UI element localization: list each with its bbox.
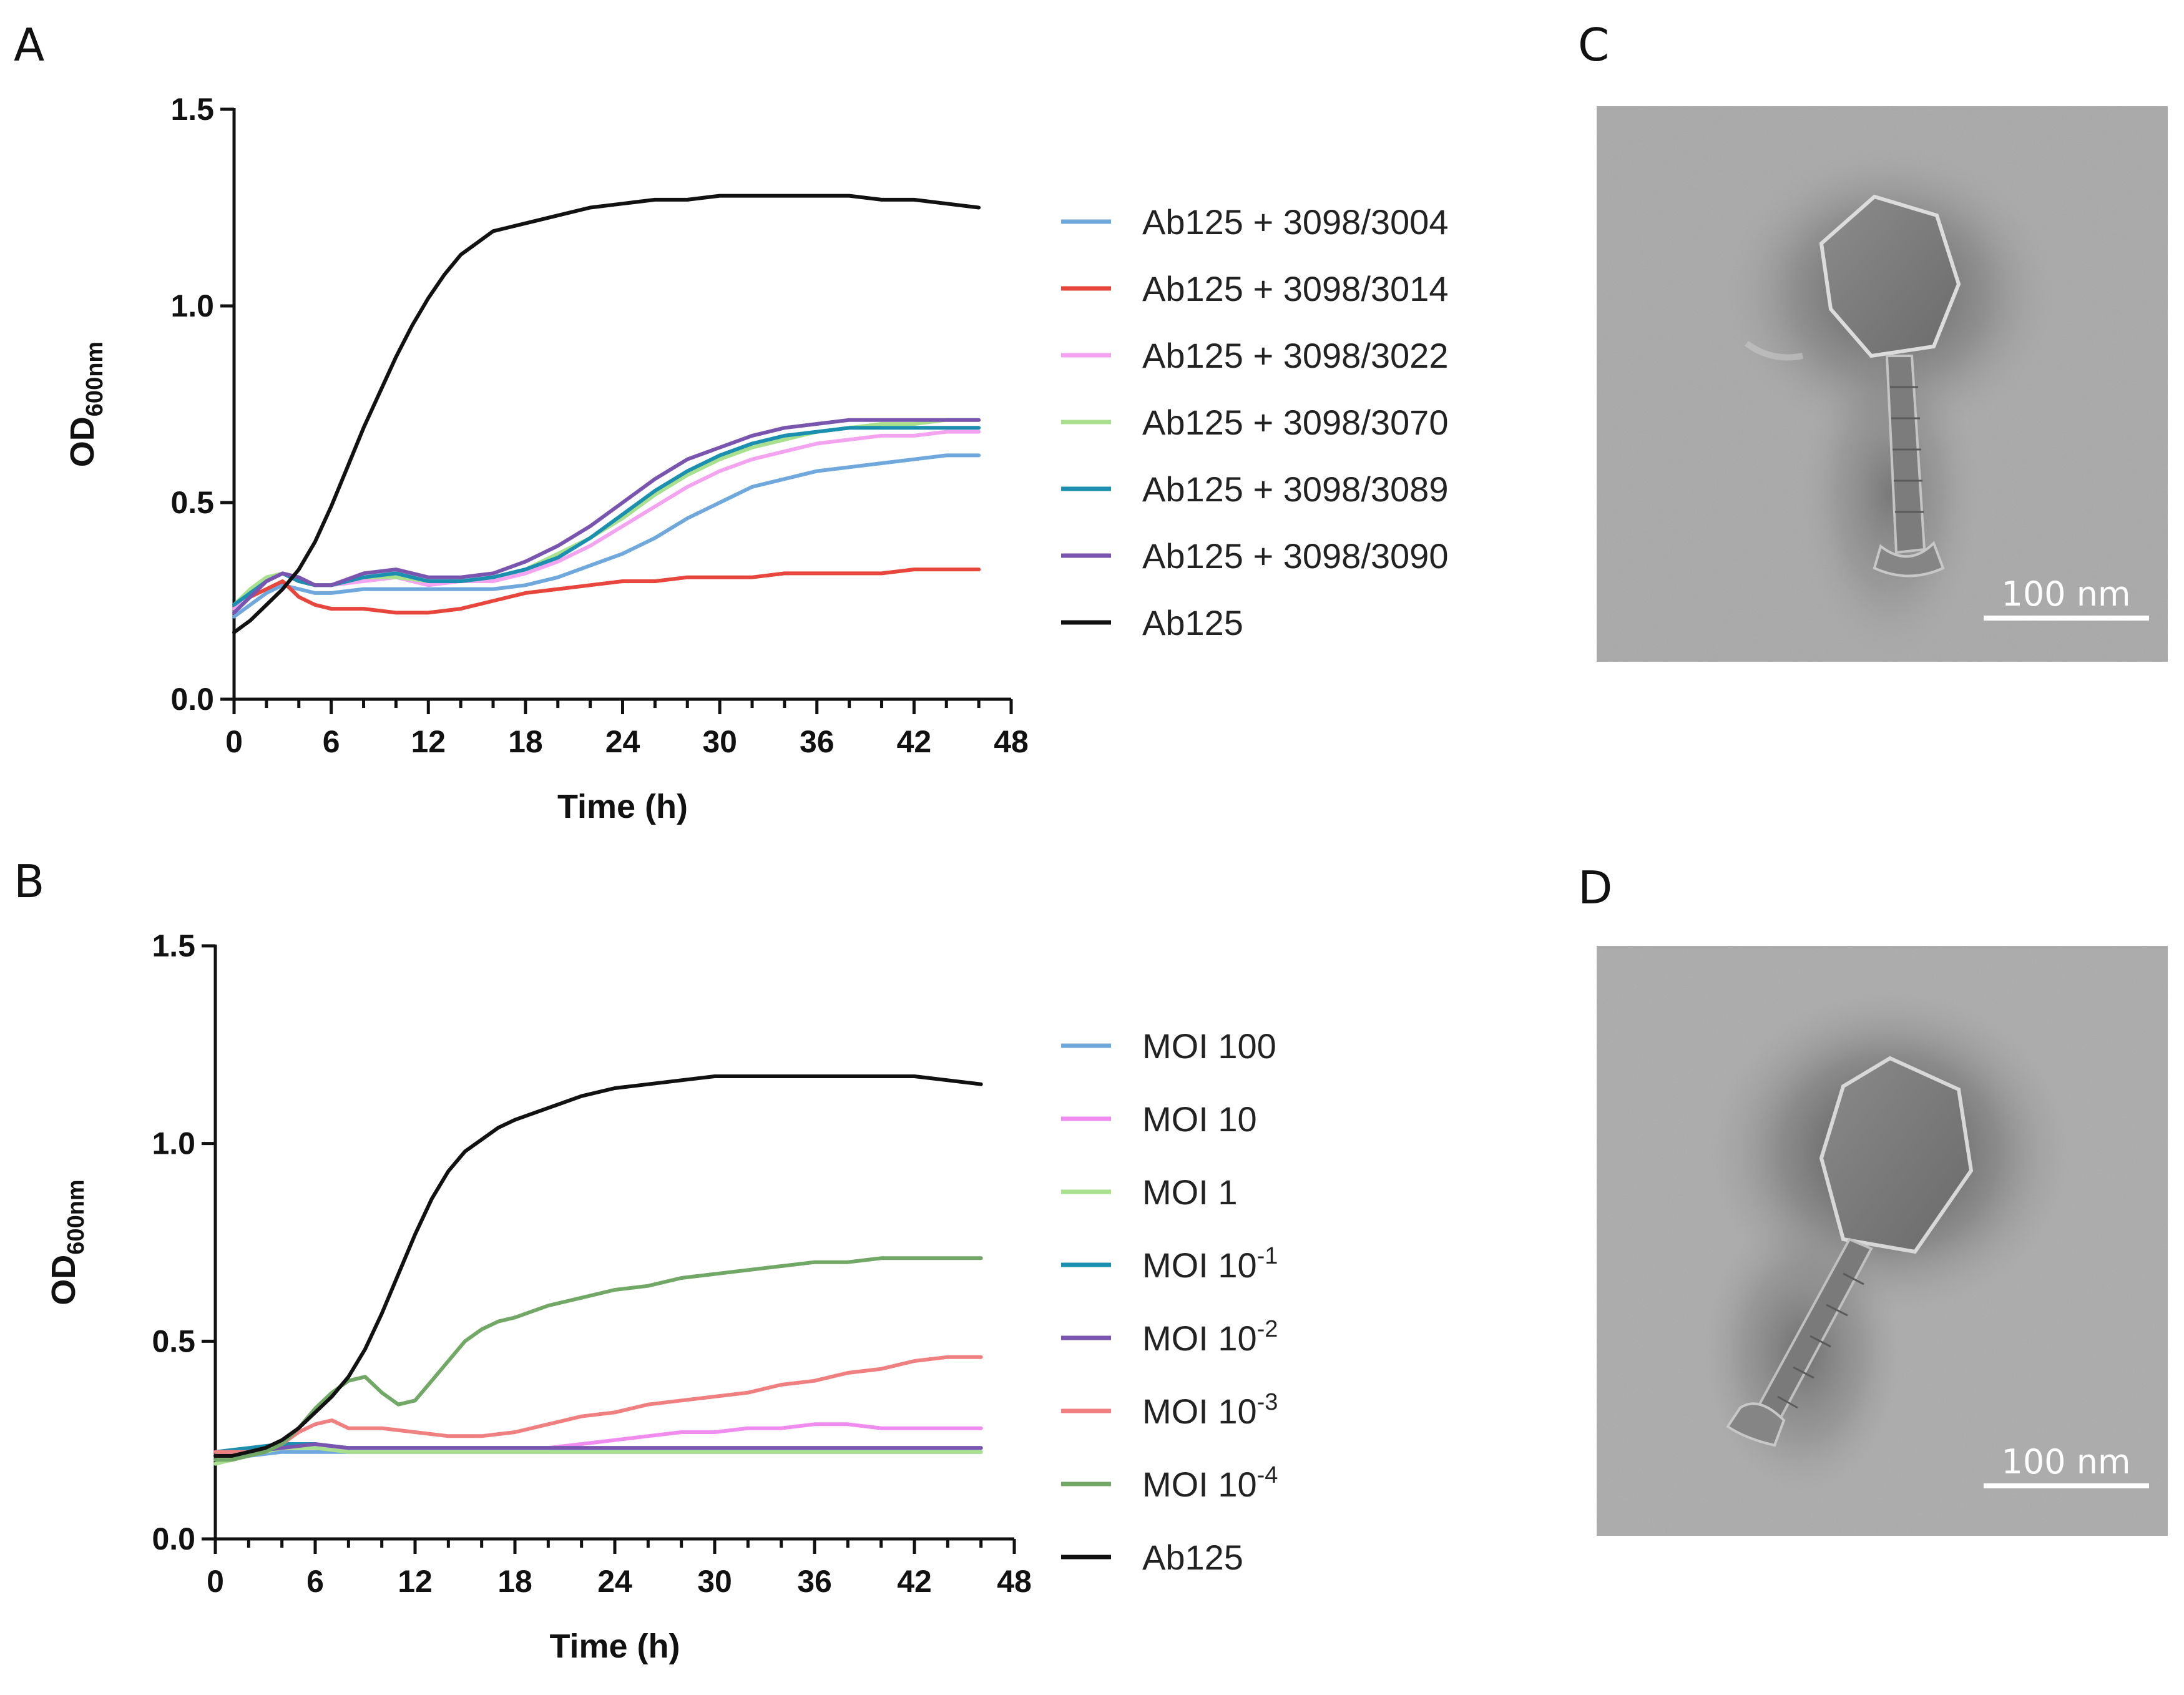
- x-tick-label: 48: [994, 724, 1029, 759]
- legend-label: Ab125 + 3098/3070: [1142, 403, 1448, 442]
- legend-label: Ab125: [1142, 1538, 1243, 1577]
- x-tick-label: 0: [207, 1564, 224, 1599]
- y-tick-label: 0.0: [170, 682, 214, 717]
- legend-label: MOI 10-2: [1142, 1316, 1278, 1358]
- x-tick-label: 42: [897, 724, 932, 759]
- y-tick-label: 1.0: [152, 1126, 195, 1161]
- legend-label: MOI 10-4: [1142, 1462, 1278, 1504]
- legend-label: Ab125 + 3098/3014: [1142, 269, 1448, 308]
- series-line: [213, 1446, 983, 1466]
- chart-b: 0.0 0.5 1.0 1.5 0 6 12 18 24 30 36 42 48 Time (h) OD60…: [45, 928, 1278, 1665]
- x-tick-label: 30: [697, 1564, 732, 1599]
- legend-label: MOI 10: [1142, 1099, 1257, 1139]
- x-tick-label: 48: [997, 1564, 1032, 1599]
- y-tick-label: 1.0: [170, 288, 214, 323]
- chart-a: 0.0 0.5 1.0 1.5 0 6 12 18 24 30 36 42 48 Time (h) OD60…: [64, 92, 1448, 825]
- micrograph-c: 100 nm: [1597, 106, 2168, 662]
- x-tick-label: 12: [398, 1564, 433, 1599]
- x-tick-label: 24: [605, 724, 640, 759]
- legend-label: Ab125: [1142, 603, 1243, 642]
- series-line: [232, 418, 981, 615]
- series-line: [232, 194, 981, 634]
- y-tick-label: 0.5: [152, 1324, 195, 1358]
- series-line: [213, 1442, 983, 1454]
- x-tick-label: 0: [225, 724, 243, 759]
- x-tick-label: 18: [508, 724, 543, 759]
- phage-capsid: [1819, 1056, 1974, 1254]
- x-tick-label: 30: [702, 724, 737, 759]
- series-line: [213, 1074, 983, 1458]
- x-tick-label: 12: [411, 724, 446, 759]
- phage-capsid: [1819, 194, 1961, 358]
- legend-label: Ab125 + 3098/3004: [1142, 202, 1448, 242]
- legend-label: Ab125 + 3098/3089: [1142, 469, 1448, 509]
- micrograph-d: 100 nm: [1597, 946, 2168, 1536]
- legend-label: Ab125 + 3098/3022: [1142, 336, 1448, 375]
- y-tick-label: 1.5: [170, 92, 214, 127]
- series-line: [213, 1256, 983, 1462]
- legend-label: MOI 10-1: [1142, 1243, 1278, 1285]
- series-line: [232, 567, 981, 615]
- panel-letter-c: C: [1578, 19, 1610, 71]
- panel-letter-b: B: [14, 855, 45, 908]
- x-tick-label: 18: [497, 1564, 532, 1599]
- x-axis-label: Time (h): [549, 1628, 680, 1665]
- y-axis-label: OD600nm: [64, 341, 108, 467]
- panel-letter-d: D: [1578, 862, 1613, 914]
- x-tick-label: 42: [897, 1564, 932, 1599]
- series-line: [213, 1355, 983, 1454]
- y-tick-label: 0.0: [152, 1521, 195, 1556]
- legend-label: MOI 10-3: [1142, 1389, 1278, 1431]
- x-axis-label: Time (h): [557, 788, 688, 825]
- series-line: [232, 426, 981, 607]
- series-line: [232, 453, 981, 619]
- y-tick-label: 0.5: [170, 485, 214, 520]
- micrograph-d-image: 100 nm: [1597, 946, 2168, 1536]
- scale-bar-label: 100 nm: [2001, 1442, 2130, 1481]
- phage-baseplate: [1873, 541, 1945, 577]
- phage-baseplate: [1726, 1402, 1786, 1447]
- x-tick-label: 36: [800, 724, 835, 759]
- legend-label: Ab125 + 3098/3090: [1142, 536, 1448, 576]
- scale-bar-label: 100 nm: [2001, 574, 2130, 614]
- y-tick-label: 1.5: [152, 928, 195, 963]
- y-axis-label: OD600nm: [45, 1179, 89, 1305]
- x-tick-label: 6: [306, 1564, 324, 1599]
- x-tick-label: 24: [597, 1564, 632, 1599]
- x-tick-label: 36: [797, 1564, 832, 1599]
- micrograph-c-image: 100 nm: [1597, 106, 2168, 662]
- x-tick-label: 6: [323, 724, 340, 759]
- legend-label: MOI 100: [1142, 1026, 1276, 1066]
- panel-letter-a: A: [14, 19, 45, 71]
- legend-label: MOI 1: [1142, 1172, 1237, 1212]
